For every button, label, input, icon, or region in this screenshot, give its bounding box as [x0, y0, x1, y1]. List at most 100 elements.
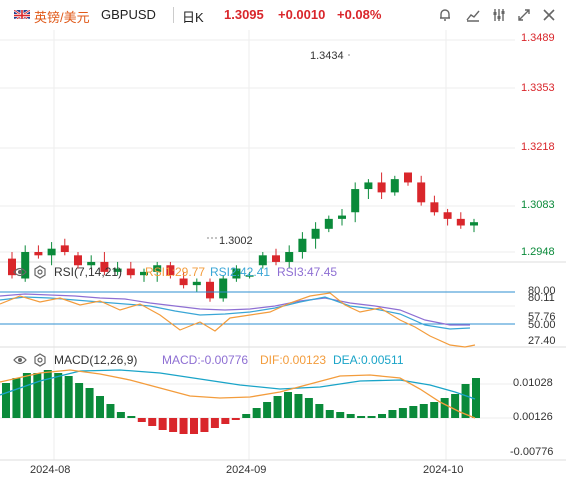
symbol-code: GBPUSD — [101, 7, 156, 22]
x-axis-label: 2024-09 — [226, 464, 267, 476]
macd-bar — [210, 418, 219, 428]
macd-bar — [190, 418, 198, 434]
candle-body — [140, 271, 148, 276]
candle-body — [34, 252, 43, 256]
rsi-axis-label: 27.40 — [528, 335, 556, 347]
candle-body — [324, 218, 333, 229]
candle-body — [126, 268, 135, 276]
macd-bar — [22, 373, 31, 418]
candle-body — [47, 248, 56, 256]
macd-bar — [96, 396, 104, 418]
rsi2-line — [0, 296, 471, 330]
high-annotation: 1.3434 — [310, 50, 352, 62]
macd-axis-label: 0.01028 — [513, 377, 553, 389]
macd-bar — [231, 418, 240, 420]
expand-icon[interactable] — [516, 7, 532, 23]
rsi3-line — [0, 293, 470, 326]
rsi-axis-label: 57.76 — [528, 311, 556, 323]
price-axis-label: 1.2948 — [521, 246, 555, 258]
line-chart-icon[interactable] — [465, 7, 481, 23]
pair-name: 英镑/美元 — [34, 10, 90, 25]
period-selector[interactable]: 日K — [182, 10, 204, 25]
macd-bar — [158, 418, 167, 430]
macd-bar — [75, 383, 84, 418]
candle-body — [206, 281, 214, 299]
macd-bar — [378, 414, 386, 418]
dea-line — [0, 369, 476, 400]
candle-body — [219, 278, 228, 299]
rsi3-value: RSI3:47.45 — [277, 265, 338, 279]
macd-bar — [451, 394, 460, 418]
macd-bar — [54, 373, 63, 418]
rsi-axis-label: 80.11 — [528, 292, 555, 304]
macd-title: MACD(12,26,9) — [54, 353, 138, 367]
candle-body — [87, 261, 96, 266]
candle-body — [272, 255, 280, 262]
eye-icon[interactable] — [13, 266, 27, 281]
rsi2-value: RSI2:42.41 — [210, 265, 271, 279]
x-axis-label: 2024-10 — [423, 464, 464, 476]
price-axis-label: 1.3218 — [521, 141, 555, 153]
macd-axis-label: 0.00126 — [513, 411, 553, 423]
dea-value: DEA:0.00511 — [333, 353, 404, 367]
macd-bar — [64, 376, 73, 418]
eye-icon[interactable] — [13, 354, 27, 369]
settings-icon[interactable] — [491, 7, 507, 23]
alarm-icon[interactable] — [437, 7, 453, 23]
macd-bar — [200, 418, 209, 432]
price-change: +0.0010 — [278, 7, 326, 22]
macd-bar — [263, 402, 272, 418]
macd-bar — [325, 410, 334, 418]
candle-body — [245, 275, 254, 277]
dif-value: DIF:0.00123 — [260, 353, 327, 367]
candle-body — [417, 182, 426, 203]
macd-bar — [33, 373, 42, 418]
candle-body — [100, 261, 109, 272]
candle-body — [390, 179, 399, 193]
macd-bar — [472, 378, 480, 418]
low-annotation: 1.3002 — [207, 235, 253, 247]
settings-gear-icon[interactable] — [33, 353, 47, 370]
macd-bar — [461, 384, 470, 418]
candle-body — [298, 238, 307, 252]
candle-body — [192, 281, 201, 286]
macd-bar — [127, 416, 136, 418]
candle-body — [166, 265, 175, 276]
candle-body — [232, 268, 241, 279]
macd-bar — [116, 412, 125, 418]
macd-bar — [294, 394, 303, 418]
macd-bar — [221, 418, 230, 424]
close-icon[interactable] — [541, 7, 557, 23]
candle-body — [364, 182, 373, 190]
candle-body — [351, 189, 360, 213]
macd-bar — [336, 412, 345, 418]
macd-bar — [346, 414, 355, 418]
macd-bar — [43, 370, 52, 418]
dif-line — [0, 369, 476, 419]
macd-bar — [398, 408, 407, 418]
macd-bar — [169, 418, 178, 432]
uk-flag-icon — [14, 8, 30, 19]
macd-bar — [179, 418, 188, 434]
macd-value: MACD:-0.00776 — [162, 353, 249, 367]
macd-histogram — [2, 370, 480, 434]
price-axis-label: 1.3353 — [521, 82, 555, 94]
candle-body — [74, 255, 82, 266]
candle-body — [179, 278, 188, 286]
rsi1-value: RSI1:29.77 — [145, 265, 206, 279]
macd-axis-label: -0.00776 — [510, 446, 554, 458]
candle-body — [21, 252, 30, 279]
candle-body — [258, 255, 267, 266]
macd-bar — [388, 410, 397, 418]
macd-bar — [273, 396, 282, 418]
settings-gear-icon[interactable] — [33, 265, 47, 282]
x-axis-label: 2024-08 — [30, 464, 71, 476]
rsi-axis-label: 80.00 — [528, 285, 556, 297]
macd-bar — [440, 398, 449, 418]
candle-body — [338, 215, 346, 219]
macd-legend: MACD(12,26,9) MACD:-0.00776 DIF:0.00123 … — [0, 353, 566, 371]
macd-bar — [284, 392, 292, 418]
price-axis-label: 1.3489 — [521, 32, 555, 44]
macd-bar — [137, 418, 146, 422]
